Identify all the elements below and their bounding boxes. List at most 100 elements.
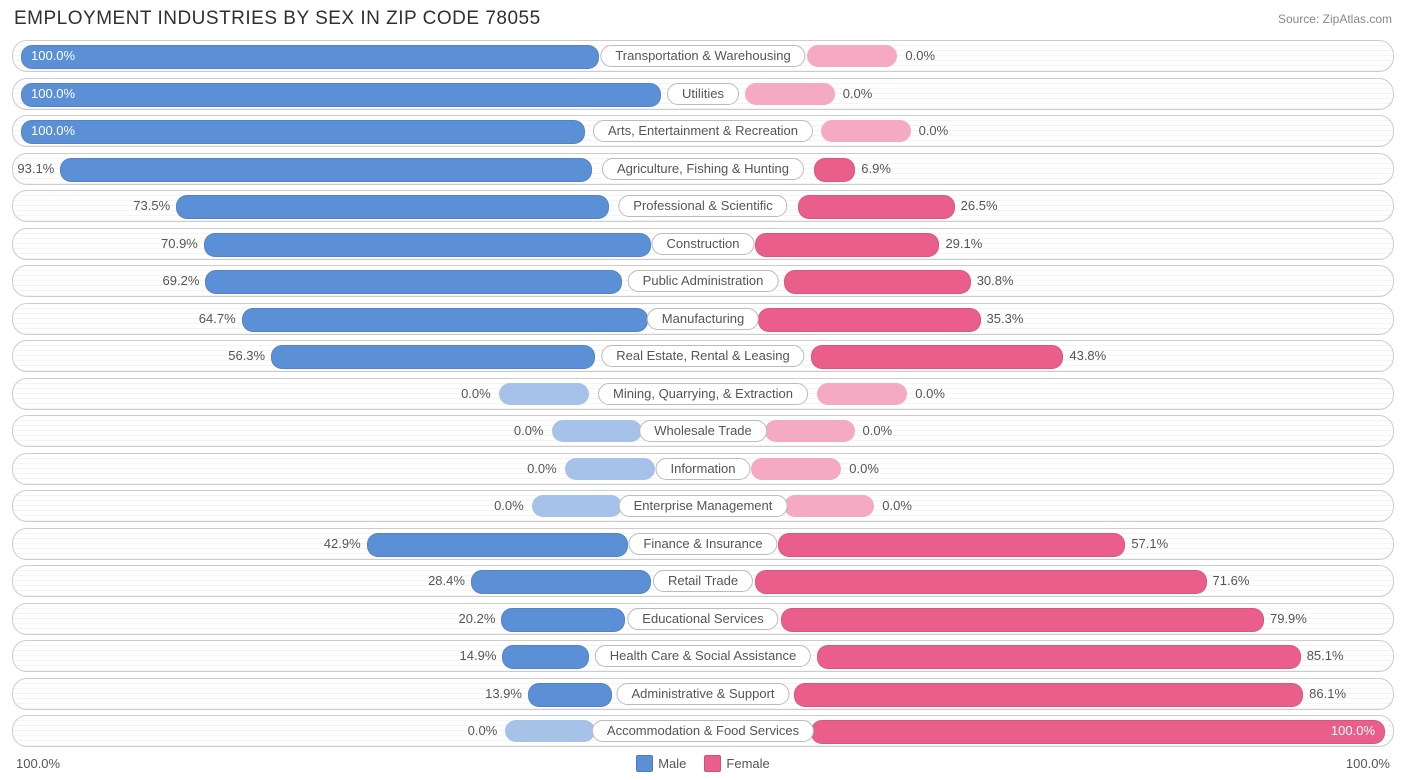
male-pct-label: 100.0%: [31, 79, 75, 109]
female-bar: [784, 270, 970, 294]
male-pct-label: 0.0%: [461, 379, 491, 409]
female-pct-label: 0.0%: [849, 454, 879, 484]
female-bar: [814, 158, 855, 182]
legend-female-label: Female: [726, 756, 769, 771]
chart-row: 64.7%35.3%Manufacturing: [12, 303, 1394, 335]
male-bar: [21, 45, 599, 69]
male-bar: [21, 83, 661, 107]
female-pct-label: 0.0%: [919, 116, 949, 146]
legend-male-label: Male: [658, 756, 686, 771]
male-pct-label: 42.9%: [324, 529, 361, 559]
female-bar: [811, 345, 1064, 369]
row-category-label: Public Administration: [628, 270, 779, 292]
female-bar-stub: [765, 420, 855, 442]
female-bar: [817, 645, 1300, 669]
chart-row: 100.0%0.0%Utilities: [12, 78, 1394, 110]
male-bar: [204, 233, 652, 257]
axis-left-label: 100.0%: [16, 756, 60, 771]
female-bar-stub: [817, 383, 907, 405]
chart-row: 42.9% 57.1% Finance & Insurance: [12, 528, 1394, 560]
male-bar: [271, 345, 595, 369]
legend: Male Female: [636, 755, 770, 772]
row-category-label: Wholesale Trade: [639, 420, 767, 442]
chart-row: 0.0% 0.0% Information: [12, 453, 1394, 485]
male-pct-label: 73.5%: [133, 191, 170, 221]
female-pct-label: 0.0%: [915, 379, 945, 409]
male-pct-label: 100.0%: [31, 41, 75, 71]
chart-row: 100.0% 0.0% Arts, Entertainment & Recreati…: [12, 115, 1394, 147]
legend-female: Female: [704, 755, 769, 772]
chart-row: 20.2%79.9%Educational Services: [12, 603, 1394, 635]
female-bar: [758, 308, 981, 332]
female-pct-label: 26.5%: [961, 191, 998, 221]
chart-row: 0.0%0.0%Enterprise Management: [12, 490, 1394, 522]
legend-female-swatch: [704, 755, 721, 772]
chart-row: 0.0% 100.0% Accommodation & Food Services: [12, 715, 1394, 747]
male-bar-stub: [532, 495, 622, 517]
female-bar: [811, 720, 1385, 744]
row-category-label: Information: [655, 458, 750, 480]
chart-row: 13.9%86.1%Administrative & Support: [12, 678, 1394, 710]
chart-footer: 100.0% Male Female 100.0%: [10, 753, 1396, 772]
male-bar-stub: [505, 720, 595, 742]
chart-row: 28.4%71.6%Retail Trade: [12, 565, 1394, 597]
male-bar: [367, 533, 629, 557]
female-bar-stub: [784, 495, 874, 517]
female-bar: [755, 570, 1207, 594]
female-pct-label: 86.1%: [1309, 679, 1346, 709]
female-pct-label: 0.0%: [882, 491, 912, 521]
male-pct-label: 0.0%: [468, 716, 498, 746]
male-pct-label: 64.7%: [199, 304, 236, 334]
male-pct-label: 70.9%: [161, 229, 198, 259]
male-bar: [502, 645, 588, 669]
female-bar: [798, 195, 955, 219]
female-bar: [778, 533, 1126, 557]
female-pct-label: 57.1%: [1131, 529, 1168, 559]
male-bar: [205, 270, 621, 294]
chart-row: 0.0% 0.0% Mining, Quarrying, & Extraction: [12, 378, 1394, 410]
female-pct-label: 6.9%: [861, 154, 891, 184]
female-bar: [794, 683, 1303, 707]
row-category-label: Educational Services: [627, 608, 778, 630]
female-bar: [755, 233, 940, 257]
chart-title: EMPLOYMENT INDUSTRIES BY SEX IN ZIP CODE…: [14, 8, 541, 30]
male-bar-stub: [565, 458, 655, 480]
female-pct-label: 79.9%: [1270, 604, 1307, 634]
row-category-label: Finance & Insurance: [628, 533, 777, 555]
row-category-label: Accommodation & Food Services: [592, 720, 814, 742]
female-pct-label: 71.6%: [1213, 566, 1250, 596]
row-category-label: Construction: [652, 233, 755, 255]
male-bar-stub: [499, 383, 589, 405]
male-bar: [60, 158, 592, 182]
chart-row: 73.5% 26.5% Professional & Scientific: [12, 190, 1394, 222]
male-pct-label: 28.4%: [428, 566, 465, 596]
chart-row: 93.1%6.9%Agriculture, Fishing & Hunting: [12, 153, 1394, 185]
female-pct-label: 30.8%: [977, 266, 1014, 296]
male-bar: [21, 120, 585, 144]
female-bar: [781, 608, 1264, 632]
chart-header: EMPLOYMENT INDUSTRIES BY SEX IN ZIP CODE…: [10, 8, 1396, 36]
female-bar-stub: [751, 458, 841, 480]
chart-body: 100.0%0.0%Transportation & Warehousing10…: [10, 36, 1396, 747]
row-category-label: Mining, Quarrying, & Extraction: [598, 383, 808, 405]
female-pct-label: 100.0%: [1331, 716, 1375, 746]
chart-row: 0.0%0.0%Wholesale Trade: [12, 415, 1394, 447]
male-pct-label: 100.0%: [31, 116, 75, 146]
male-pct-label: 0.0%: [527, 454, 557, 484]
chart-row: 56.3%43.8%Real Estate, Rental & Leasing: [12, 340, 1394, 372]
male-bar: [501, 608, 625, 632]
row-category-label: Agriculture, Fishing & Hunting: [602, 158, 804, 180]
row-category-label: Utilities: [667, 83, 739, 105]
male-pct-label: 13.9%: [485, 679, 522, 709]
row-category-label: Professional & Scientific: [618, 195, 787, 217]
male-bar: [528, 683, 612, 707]
female-pct-label: 0.0%: [905, 41, 935, 71]
male-pct-label: 0.0%: [494, 491, 524, 521]
female-pct-label: 29.1%: [945, 229, 982, 259]
male-bar: [242, 308, 648, 332]
male-pct-label: 56.3%: [228, 341, 265, 371]
female-pct-label: 85.1%: [1307, 641, 1344, 671]
row-category-label: Arts, Entertainment & Recreation: [593, 120, 813, 142]
male-pct-label: 0.0%: [514, 416, 544, 446]
male-bar: [176, 195, 608, 219]
